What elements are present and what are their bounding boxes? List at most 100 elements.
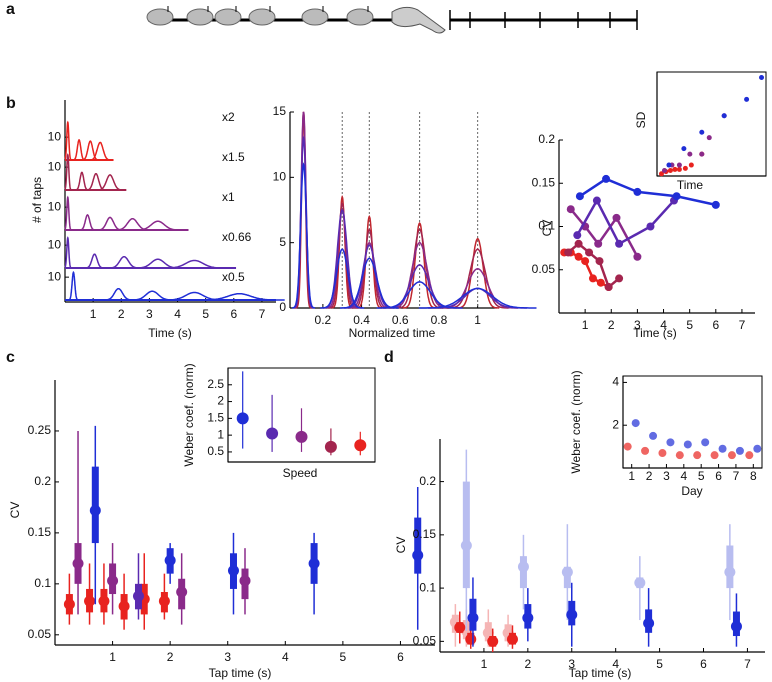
median: [522, 612, 534, 624]
point: [585, 248, 594, 257]
median: [487, 635, 499, 647]
box: [91, 466, 99, 544]
x-tick-label: 7: [739, 318, 746, 332]
legend-label: x1: [222, 190, 235, 204]
peak: [78, 214, 97, 231]
x-tick-label: 7: [733, 469, 740, 483]
point: [759, 74, 765, 80]
panel-label: d: [384, 349, 394, 366]
point: [615, 239, 624, 248]
peak: [74, 171, 90, 191]
peak: [160, 259, 229, 269]
point: [676, 166, 682, 172]
x-tick-label: 6: [397, 650, 404, 664]
point: [658, 171, 664, 177]
x-tick-label: 5: [686, 318, 693, 332]
point: [699, 129, 705, 135]
point: [688, 162, 694, 168]
y-tick-label: 0.2: [538, 132, 555, 146]
point: [661, 168, 667, 174]
peak: [80, 140, 100, 161]
peak: [102, 287, 135, 301]
point: [701, 438, 710, 447]
median: [84, 595, 96, 607]
x-tick-label: 4: [660, 318, 667, 332]
inset-frame: [656, 71, 767, 177]
peak: [446, 248, 509, 309]
point: [699, 151, 705, 157]
y-tick-label: 10: [48, 159, 62, 173]
median: [465, 633, 477, 645]
median: [239, 575, 251, 587]
peak: [456, 237, 500, 309]
point: [721, 113, 727, 119]
point: [633, 252, 642, 261]
x-tick-label: 1: [582, 318, 589, 332]
peak: [88, 141, 112, 161]
point: [596, 278, 605, 287]
median: [506, 633, 518, 645]
x-tick-label: 2: [524, 657, 531, 671]
peak: [376, 281, 463, 309]
point: [324, 440, 337, 453]
point: [727, 451, 736, 460]
point: [667, 168, 673, 174]
x-axis-label: Speed: [283, 466, 318, 480]
y-tick-label: 2: [612, 417, 619, 431]
point: [675, 451, 684, 460]
point: [646, 222, 655, 231]
point: [693, 451, 702, 460]
median: [566, 609, 578, 621]
x-tick-label: 0.6: [392, 313, 409, 327]
peak: [320, 248, 365, 309]
point: [612, 213, 621, 222]
point: [745, 451, 754, 460]
point: [687, 151, 693, 157]
x-tick-label: 7: [259, 307, 266, 321]
median: [730, 620, 742, 632]
y-tick-label: 10: [48, 269, 62, 283]
x-tick-label: 0.8: [431, 313, 448, 327]
median: [561, 566, 573, 578]
point: [574, 239, 583, 248]
median: [227, 565, 239, 577]
x-tick-label: 1: [90, 307, 97, 321]
point: [564, 248, 573, 257]
point: [683, 440, 692, 449]
median: [63, 598, 75, 610]
point: [641, 446, 650, 455]
peak: [85, 172, 107, 191]
point: [682, 165, 688, 171]
x-tick-label: 3: [663, 469, 670, 483]
median: [72, 557, 84, 569]
point: [681, 146, 687, 152]
median: [724, 566, 736, 578]
point: [753, 444, 762, 453]
x-tick-label: 2: [167, 650, 174, 664]
point: [602, 174, 611, 183]
point: [666, 162, 672, 168]
x-tick-label: 4: [680, 469, 687, 483]
point: [295, 430, 308, 443]
legend-label: x0.66: [222, 230, 252, 244]
median: [634, 577, 646, 589]
point: [633, 187, 642, 196]
point: [581, 257, 590, 266]
x-tick-label: 3: [568, 657, 575, 671]
x-tick-label: 1: [474, 313, 481, 327]
y-axis-label: CV: [540, 220, 554, 237]
x-tick-label: 2: [646, 469, 653, 483]
x-tick-label: 1: [628, 469, 635, 483]
peak: [340, 257, 399, 309]
x-tick-label: 3: [146, 307, 153, 321]
median: [467, 612, 479, 624]
box: [462, 481, 470, 589]
peak: [112, 217, 153, 231]
y-tick-label: 0.1: [34, 576, 51, 590]
panel-label: a: [6, 1, 15, 18]
x-axis-label: Tap time (s): [209, 666, 272, 680]
median: [308, 557, 320, 569]
point: [718, 444, 727, 453]
median: [107, 575, 119, 587]
peak: [389, 241, 450, 309]
